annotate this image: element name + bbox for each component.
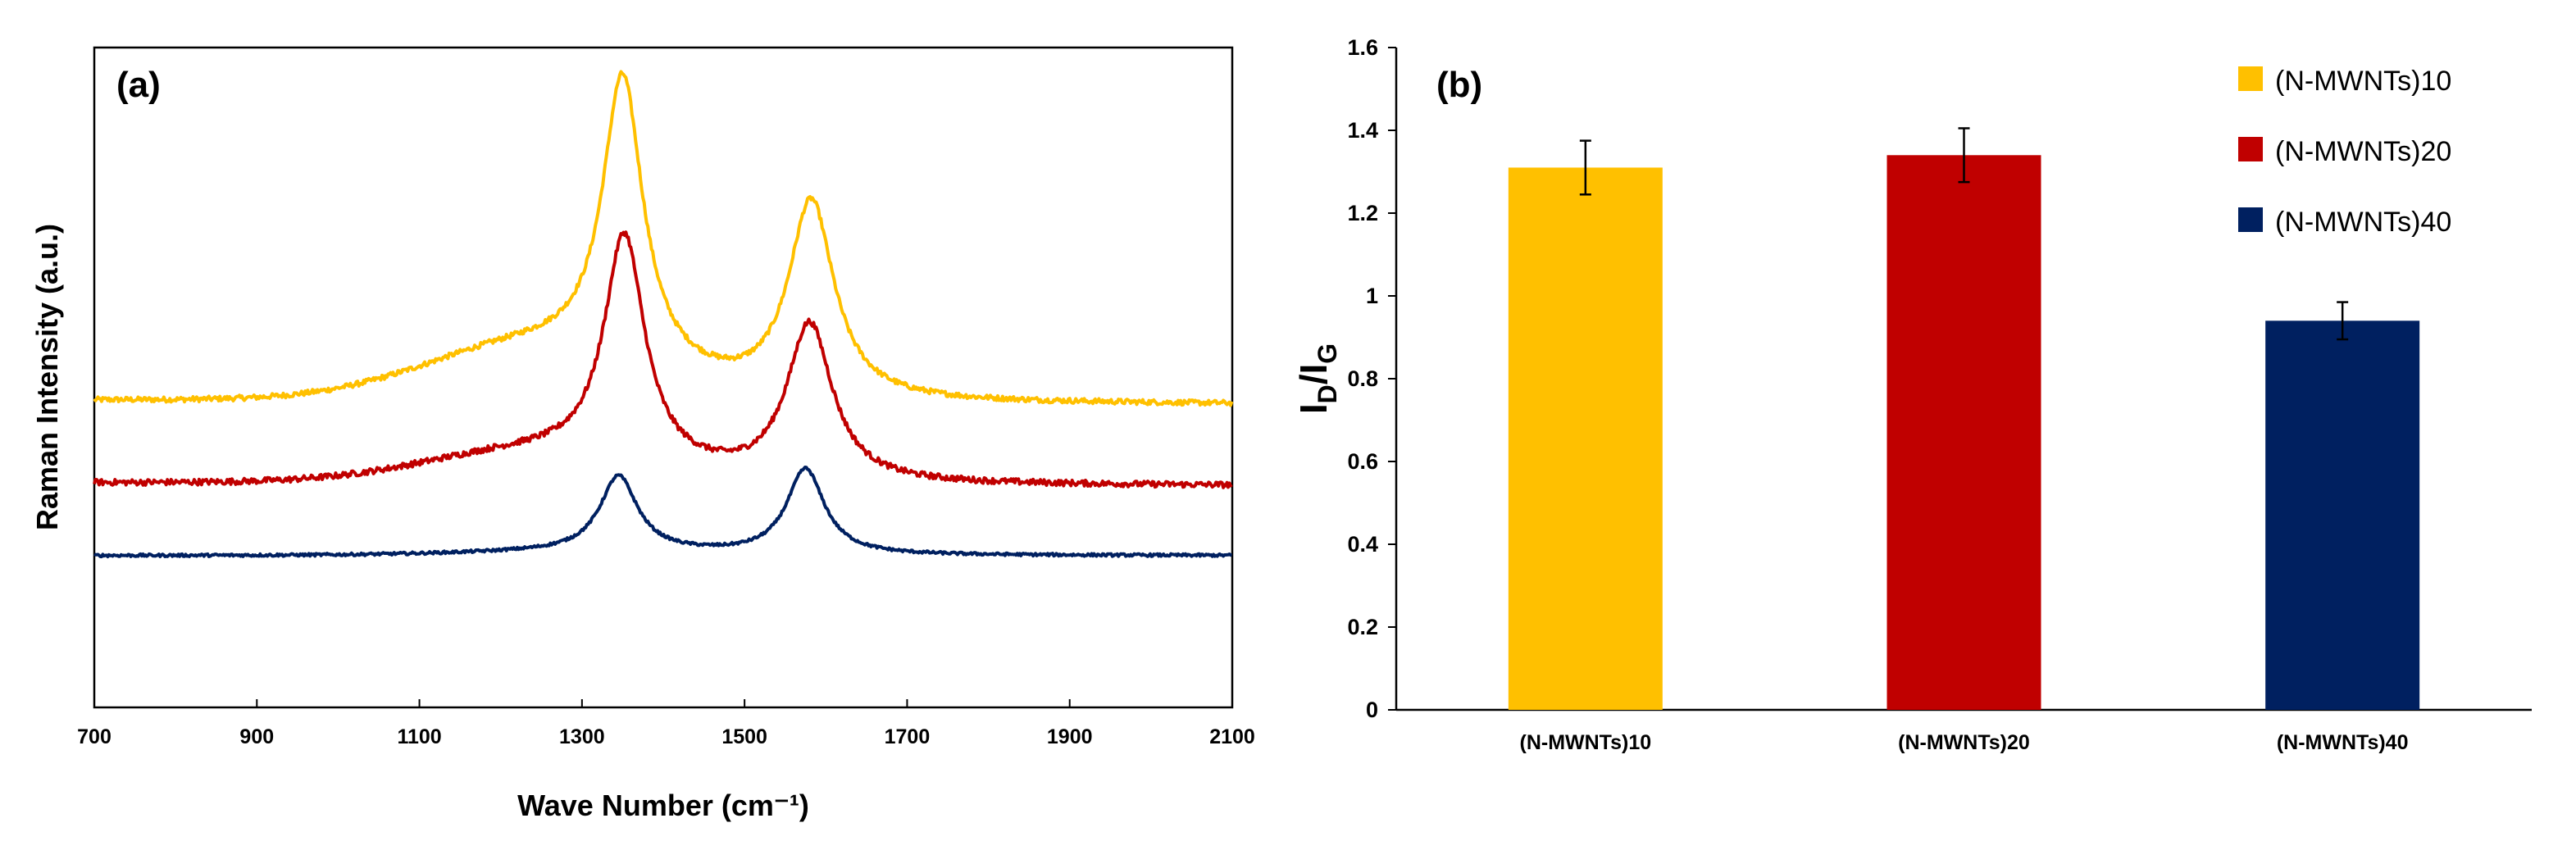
legend-label: (N-MWNTs)10 <box>2275 66 2451 97</box>
bar-n-mwnts40 <box>2265 320 2420 710</box>
bar-n-mwnts20 <box>1886 155 2041 711</box>
panel-b-x-labels: (N-MWNTs)10 (N-MWNTs)20 (N-MWNTs)40 <box>1520 731 2409 754</box>
panel-b-y-tick-label: 0 <box>1366 698 1378 722</box>
legend-swatch <box>2238 137 2263 161</box>
panel-a-x-tick-label: 1300 <box>559 725 605 748</box>
panel-a-y-axis-title: Raman Intensity (a.u.) <box>30 224 64 530</box>
panel-b-y-ticks: 0 0.2 0.4 0.6 0.8 1 1.2 1.4 1.6 <box>1347 35 1396 722</box>
panel-a-x-tick-label: 1500 <box>721 725 767 748</box>
legend-swatch <box>2238 66 2263 91</box>
panel-a-x-ticks: 700 900 1100 1300 1500 1700 1900 2100 <box>77 699 1255 748</box>
spectrum-line-n-mwnts20 <box>93 230 1233 489</box>
ylabel-main: I <box>1292 403 1335 414</box>
panel-b-y-tick-label: 0.4 <box>1347 532 1378 557</box>
ylabel-sub-g: G <box>1313 343 1342 364</box>
panel-b-y-tick-label: 0.6 <box>1347 449 1378 474</box>
panel-a-x-tick-label: 1100 <box>397 725 441 748</box>
panel-b-x-tick-label: (N-MWNTs)20 <box>1898 731 2030 754</box>
bar-n-mwnts10 <box>1508 167 1663 710</box>
panel-b-bars <box>1508 127 2420 711</box>
panel-b: (b) 00.20.40.60.811.21.41.6 (N-MWNTs)10(… <box>1292 35 2532 754</box>
panel-a: (a) 700 900 1100 1300 1500 1700 1900 2100 Wave … <box>30 46 1255 822</box>
panel-b-y-tick-label: 1.6 <box>1347 35 1378 60</box>
spectrum-line-n-mwnts40 <box>93 466 1233 559</box>
panel-a-label: (a) <box>116 65 161 105</box>
panel-b-y-axis-title: ID/IG <box>1292 343 1342 414</box>
panel-b-label: (b) <box>1436 65 1482 105</box>
panel-b-x-tick-label: (N-MWNTs)10 <box>1520 731 1652 754</box>
panel-a-x-tick-label: 700 <box>77 725 112 748</box>
panel-a-x-tick-label: 2100 <box>1209 725 1255 748</box>
panel-b-y-tick-label: 1.4 <box>1347 118 1378 143</box>
panel-a-x-tick-label: 1700 <box>885 725 931 748</box>
panel-b-legend: (N-MWNTs)10 (N-MWNTs)20 (N-MWNTs)40 <box>2238 66 2451 238</box>
ylabel-sub-d: D <box>1313 384 1342 403</box>
panel-b-y-tick-label: 1.2 <box>1347 201 1378 225</box>
ylabel-sep: /I <box>1292 364 1335 385</box>
panel-a-x-tick-label: 1900 <box>1047 725 1093 748</box>
panel-b-y-tick-label: 0.2 <box>1347 615 1378 639</box>
svg-text:ID/IG: ID/IG <box>1292 343 1342 414</box>
legend-label: (N-MWNTs)20 <box>2275 136 2451 167</box>
panel-b-y-tick-label: 1 <box>1366 284 1378 308</box>
panel-b-y-tick-label: 0.8 <box>1347 366 1378 391</box>
legend-swatch <box>2238 207 2263 232</box>
panel-a-plot-frame <box>93 46 1234 709</box>
spectrum-line-n-mwnts10 <box>93 70 1234 407</box>
panel-b-x-tick-label: (N-MWNTs)40 <box>2277 731 2409 754</box>
legend-label: (N-MWNTs)40 <box>2275 207 2451 238</box>
panel-a-x-axis-title: Wave Number (cm⁻¹) <box>517 789 809 822</box>
panel-a-x-tick-label: 900 <box>239 725 274 748</box>
panel-a-series <box>93 70 1234 559</box>
